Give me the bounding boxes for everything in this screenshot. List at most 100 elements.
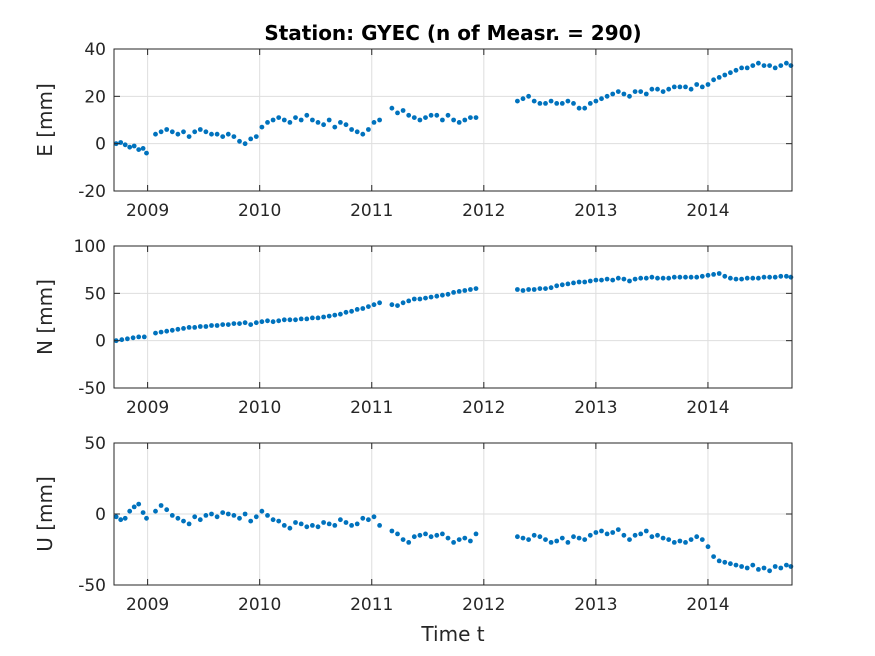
data-point-u [203, 513, 209, 518]
data-point-n [281, 317, 287, 323]
data-point-e [406, 112, 412, 118]
data-point-u [400, 537, 406, 542]
data-point-e [259, 124, 265, 130]
x-tick-label-u: 2011 [350, 595, 393, 615]
data-point-u [310, 523, 315, 528]
data-point-u [615, 527, 621, 532]
data-point-n [119, 337, 125, 343]
data-point-e [131, 143, 137, 149]
data-point-u [360, 515, 366, 521]
data-point-u [621, 532, 627, 538]
data-point-u [632, 532, 638, 538]
data-point-u [175, 515, 181, 521]
data-point-e [694, 82, 700, 87]
data-point-e [610, 91, 616, 97]
x-tick-label-n: 2013 [574, 398, 617, 418]
data-point-u [649, 534, 655, 540]
data-point-e [604, 93, 610, 99]
data-point-n [175, 326, 181, 332]
data-point-u [321, 520, 326, 525]
y-tick-label-u: 0 [95, 505, 106, 525]
data-point-u [778, 565, 784, 571]
data-point-u [144, 515, 149, 521]
data-point-n [332, 312, 338, 318]
data-point-e [643, 91, 649, 97]
data-point-n [582, 279, 588, 285]
data-point-n [744, 275, 750, 281]
y-tick-label-u: -50 [78, 576, 106, 596]
y-axis-label-n: N [mm] [33, 279, 57, 355]
data-point-e [767, 63, 772, 68]
axes-box-n [113, 245, 793, 389]
data-point-e [660, 89, 666, 94]
data-point-u [192, 514, 198, 520]
data-point-e [281, 117, 287, 123]
data-point-e [784, 60, 789, 66]
data-point-n [209, 323, 214, 328]
data-point-e [287, 120, 293, 125]
data-point-u [428, 534, 434, 540]
data-point-e [587, 101, 593, 106]
data-point-e [265, 120, 270, 125]
data-point-u [593, 530, 599, 535]
data-point-e [153, 131, 158, 137]
x-tick-label-e: 2011 [350, 201, 393, 221]
data-point-e [248, 136, 254, 142]
data-point-e [722, 72, 728, 78]
data-point-u [643, 528, 649, 534]
data-point-u [287, 525, 293, 531]
data-point-n [462, 288, 468, 293]
data-point-n [231, 321, 237, 326]
data-point-e [756, 60, 761, 66]
data-point-e [621, 91, 627, 97]
data-point-e [761, 63, 767, 68]
data-point-e [582, 105, 588, 111]
data-point-e [649, 86, 655, 92]
x-tick-label-n: 2011 [350, 398, 393, 418]
data-point-e [423, 115, 428, 120]
y-axis-label-u: U [mm] [33, 476, 57, 552]
data-point-u [451, 540, 456, 545]
data-point-n [186, 325, 192, 330]
data-point-n [711, 272, 716, 277]
data-point-e [122, 142, 128, 148]
data-point-e [571, 101, 576, 106]
data-point-n [677, 274, 683, 280]
data-point-n [473, 286, 479, 291]
data-point-n [434, 293, 440, 299]
data-point-u [599, 528, 604, 534]
data-point-n [705, 272, 711, 278]
data-point-e [778, 63, 784, 68]
data-point-e [456, 120, 462, 125]
data-point-u [389, 528, 395, 534]
data-point-e [293, 115, 298, 120]
data-point-e [395, 110, 400, 116]
data-point-u [468, 538, 473, 544]
data-point-n [237, 321, 242, 326]
data-point-n [360, 306, 366, 311]
data-point-e [417, 117, 423, 123]
data-point-e [671, 84, 677, 90]
data-point-u [756, 567, 761, 572]
data-point-u [604, 531, 610, 537]
x-tick-label-e: 2012 [462, 201, 505, 221]
data-point-u [543, 537, 548, 542]
data-point-u [343, 520, 349, 525]
data-point-n [671, 274, 677, 280]
data-point-u [237, 515, 242, 521]
data-point-u [705, 544, 711, 550]
data-point-e [321, 122, 326, 128]
data-point-e [411, 115, 417, 120]
data-point-u [423, 531, 428, 537]
data-point-e [276, 115, 282, 120]
data-point-u [354, 521, 360, 527]
x-tick-label-n: 2014 [686, 398, 729, 418]
data-point-n [728, 275, 733, 281]
data-point-n [192, 325, 198, 330]
data-point-n [354, 307, 360, 312]
data-point-n [326, 313, 332, 319]
data-point-e [445, 112, 451, 118]
data-point-n [610, 277, 616, 283]
data-point-e [531, 98, 537, 104]
data-point-e [434, 112, 440, 118]
